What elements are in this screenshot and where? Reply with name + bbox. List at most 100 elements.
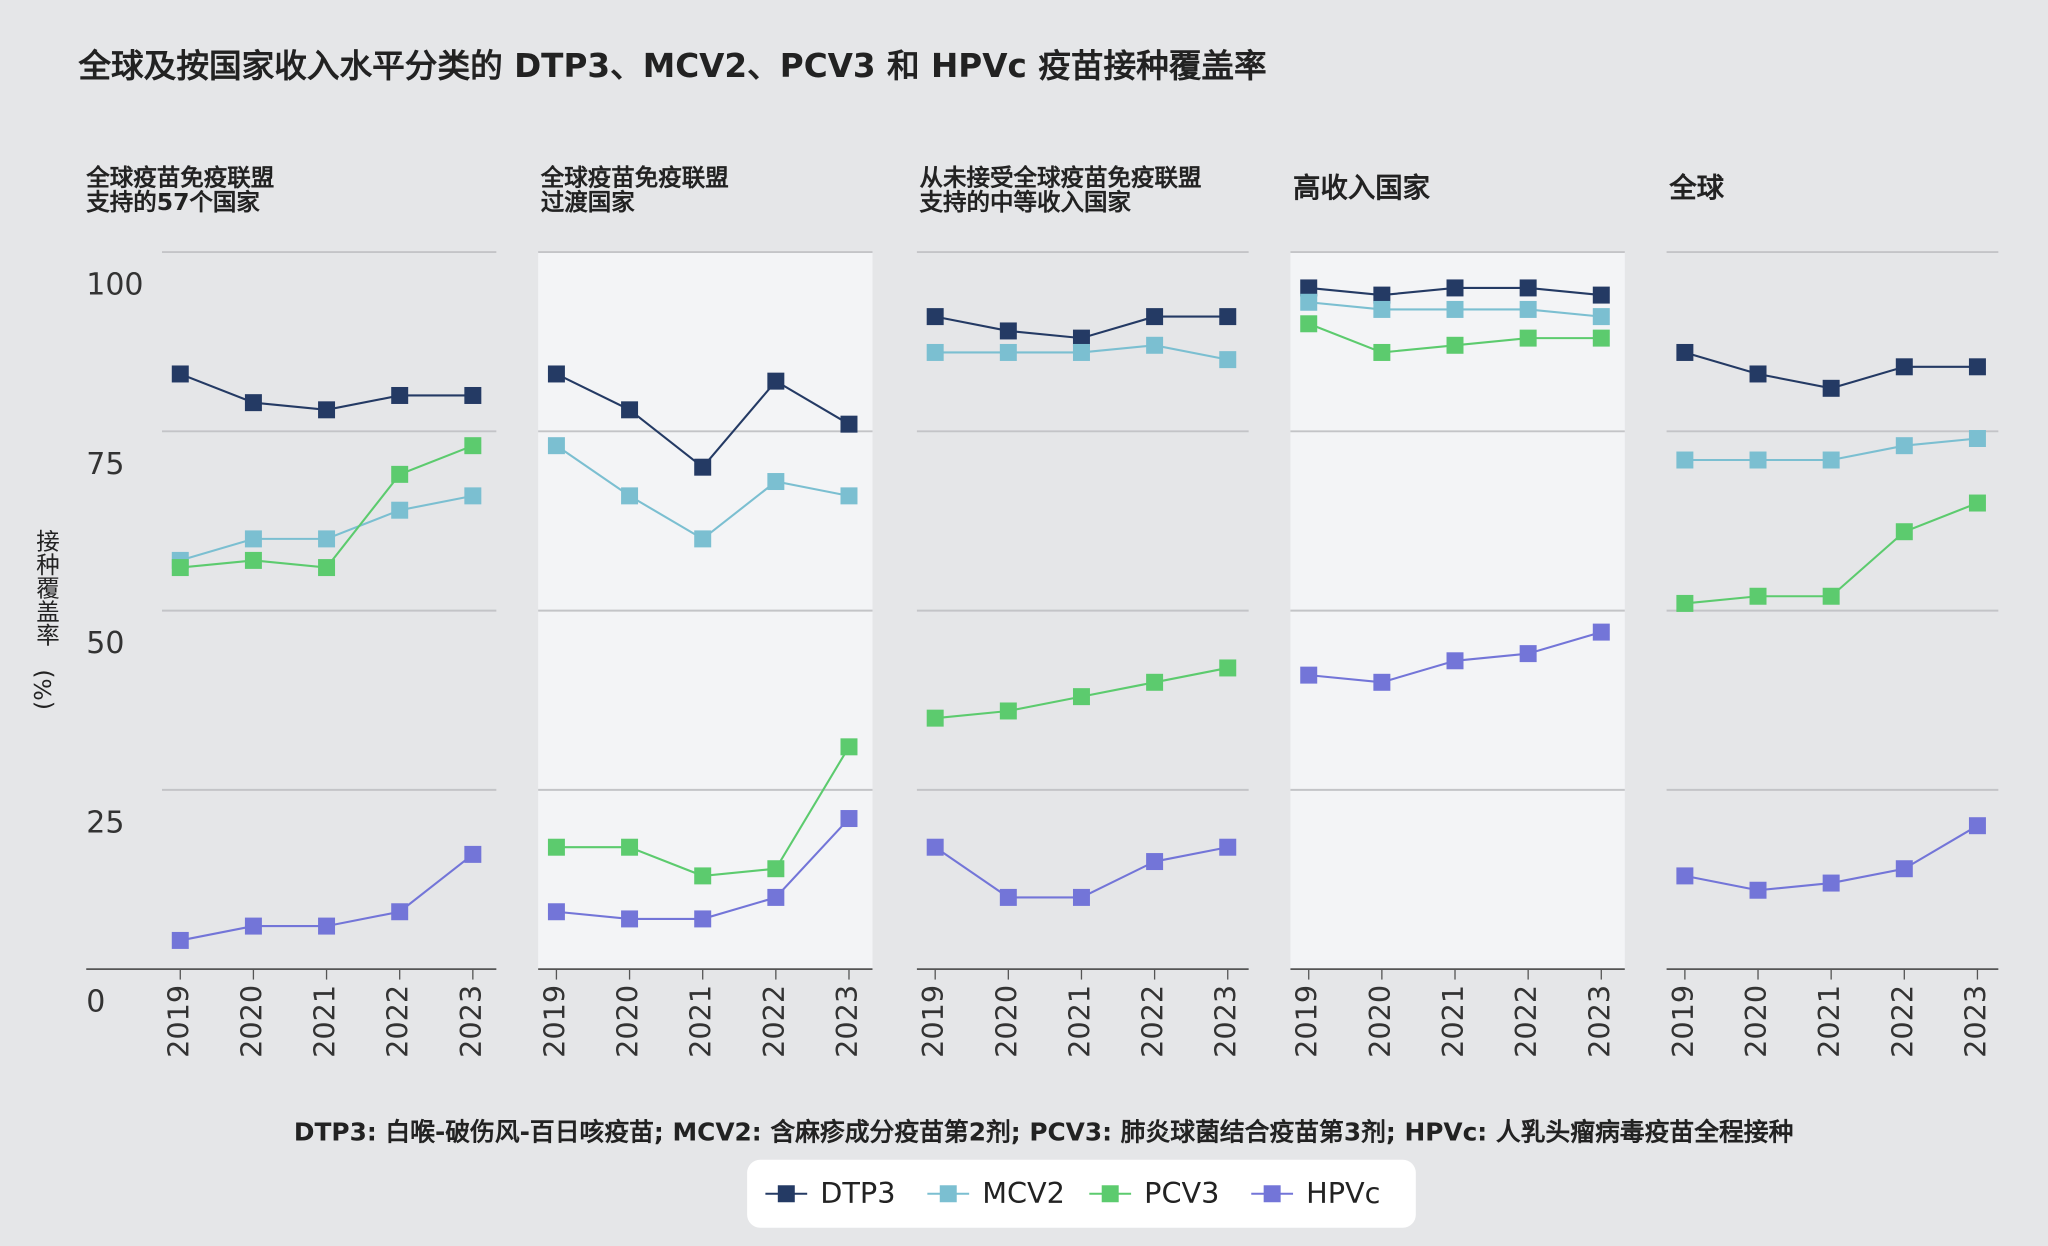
- panel-title: 支持的中等收入国家: [920, 188, 1132, 216]
- data-point: [244, 551, 262, 569]
- data-point: [1300, 315, 1318, 333]
- data-point: [1592, 329, 1610, 347]
- data-point: [1219, 659, 1237, 677]
- data-point: [840, 738, 858, 756]
- data-point: [1300, 666, 1318, 684]
- panel-title: 全球: [1668, 172, 1724, 204]
- legend-label: PCV3: [1144, 1176, 1219, 1210]
- legend-marker: [939, 1185, 957, 1203]
- data-point: [318, 530, 336, 548]
- data-point: [1749, 365, 1767, 383]
- data-point: [1968, 817, 1986, 835]
- data-point: [318, 401, 336, 419]
- panel-title: 支持的57个国家: [86, 188, 260, 216]
- data-point: [1676, 451, 1694, 469]
- data-point: [999, 343, 1017, 361]
- y-tick-label: 0: [86, 985, 105, 1020]
- data-point: [244, 917, 262, 935]
- data-point: [1446, 279, 1464, 297]
- y-axis-label: 接种覆盖率: [32, 529, 60, 647]
- legend-marker: [1263, 1185, 1281, 1203]
- data-point: [1895, 860, 1913, 878]
- data-point: [318, 559, 336, 577]
- y-tick-label: 75: [86, 447, 124, 482]
- data-point: [391, 465, 409, 483]
- legend-label: HPVc: [1306, 1176, 1380, 1210]
- data-point: [1219, 308, 1237, 326]
- data-point: [1072, 329, 1090, 347]
- data-point: [767, 888, 785, 906]
- data-point: [1373, 286, 1391, 304]
- data-point: [1592, 286, 1610, 304]
- data-point: [464, 487, 482, 505]
- x-tick-label: 2020: [1363, 985, 1397, 1058]
- data-point: [767, 860, 785, 878]
- data-point: [694, 458, 712, 476]
- data-point: [1519, 329, 1537, 347]
- data-point: [840, 415, 858, 433]
- data-point: [547, 437, 565, 455]
- data-point: [621, 401, 639, 419]
- data-point: [1822, 587, 1840, 605]
- data-point: [1676, 343, 1694, 361]
- data-point: [1676, 867, 1694, 885]
- data-point: [999, 702, 1017, 720]
- data-point: [391, 386, 409, 404]
- data-point: [464, 845, 482, 863]
- data-point: [621, 838, 639, 856]
- data-point: [1592, 308, 1610, 326]
- y-tick-label: 25: [86, 805, 124, 840]
- legend-marker: [777, 1185, 795, 1203]
- data-point: [318, 917, 336, 935]
- data-point: [547, 838, 565, 856]
- data-point: [1519, 645, 1537, 663]
- panel-title: 全球疫苗免疫联盟: [85, 163, 274, 191]
- legend-label: MCV2: [982, 1176, 1065, 1210]
- x-tick-label: 2022: [1885, 985, 1919, 1058]
- panel-title: 高收入国家: [1293, 172, 1431, 204]
- data-point: [999, 322, 1017, 340]
- data-point: [1300, 279, 1318, 297]
- x-tick-label: 2019: [537, 985, 571, 1058]
- x-tick-label: 2019: [1666, 985, 1700, 1058]
- data-point: [547, 903, 565, 921]
- data-point: [171, 559, 189, 577]
- data-point: [1446, 652, 1464, 670]
- x-tick-label: 2022: [381, 985, 415, 1058]
- x-tick-label: 2020: [234, 985, 268, 1058]
- data-point: [1146, 336, 1164, 354]
- data-point: [694, 867, 712, 885]
- x-tick-label: 2021: [1062, 985, 1096, 1058]
- x-tick-label: 2020: [611, 985, 645, 1058]
- data-point: [1519, 279, 1537, 297]
- legend-box: [747, 1159, 1416, 1228]
- chart-title: 全球及按国家收入水平分类的 DTP3、MCV2、PCV3 和 HPVc 疫苗接种…: [77, 47, 1266, 85]
- data-point: [547, 365, 565, 383]
- data-point: [1519, 300, 1537, 318]
- data-point: [694, 910, 712, 928]
- data-point: [999, 888, 1017, 906]
- x-tick-label: 2021: [1436, 985, 1470, 1058]
- data-point: [1072, 688, 1090, 706]
- x-tick-label: 2021: [308, 985, 342, 1058]
- data-point: [1300, 293, 1318, 311]
- data-point: [840, 810, 858, 828]
- x-tick-label: 2022: [1509, 985, 1543, 1058]
- data-point: [1749, 881, 1767, 899]
- y-axis-label: (%): [29, 669, 57, 710]
- panel-title: 过渡国家: [541, 188, 635, 216]
- data-point: [1822, 379, 1840, 397]
- data-point: [1822, 874, 1840, 892]
- x-tick-label: 2019: [1290, 985, 1324, 1058]
- data-point: [1072, 888, 1090, 906]
- data-point: [621, 910, 639, 928]
- data-point: [1749, 451, 1767, 469]
- data-point: [926, 838, 944, 856]
- data-point: [464, 437, 482, 455]
- data-point: [926, 709, 944, 727]
- y-tick-label: 100: [86, 268, 143, 303]
- data-point: [1822, 451, 1840, 469]
- data-point: [1146, 853, 1164, 871]
- data-point: [464, 386, 482, 404]
